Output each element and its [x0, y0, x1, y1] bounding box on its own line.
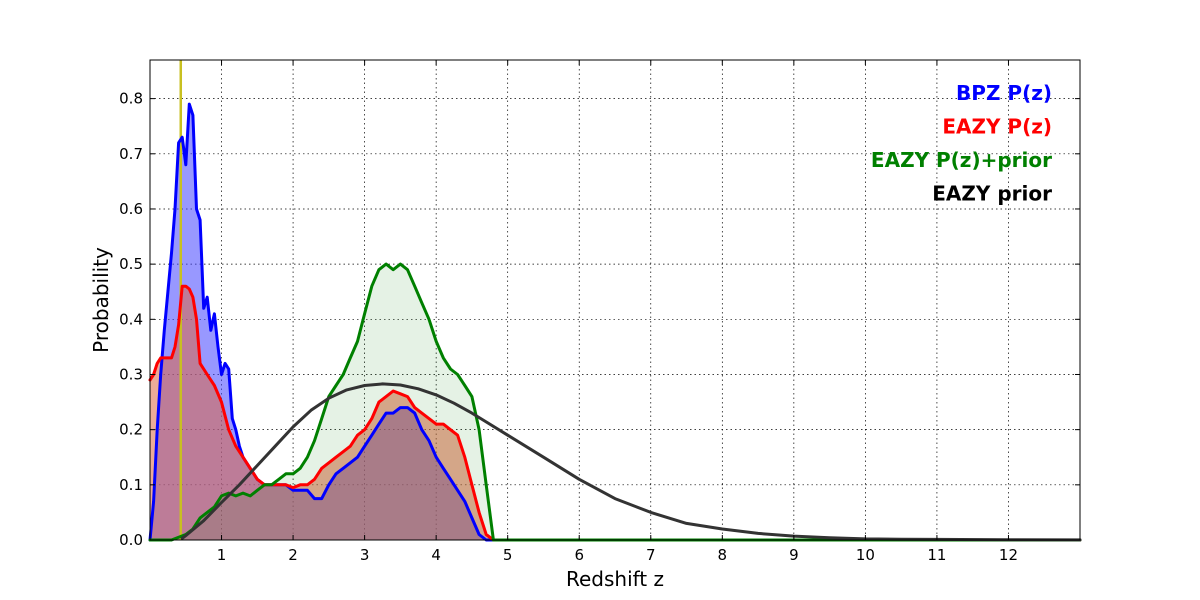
grid	[150, 60, 1080, 540]
y-tick-label: 0.6	[119, 200, 143, 218]
x-tick-label: 5	[503, 546, 513, 564]
y-tick-label: 0.0	[119, 531, 143, 549]
legend-entry: EAZY P(z)+prior	[871, 148, 1052, 172]
x-tick-label: 2	[288, 546, 298, 564]
x-axis-label: Redshift z	[566, 567, 664, 591]
series-fill-2	[150, 264, 1080, 540]
y-tick-label: 0.2	[119, 421, 143, 439]
y-tick-label: 0.4	[119, 310, 143, 328]
x-tick-label: 11	[927, 546, 946, 564]
legend-entry: BPZ P(z)	[956, 81, 1052, 105]
y-tick-label: 0.1	[119, 476, 143, 494]
y-tick-label: 0.7	[119, 145, 143, 163]
x-tick-label: 4	[431, 546, 441, 564]
plot-frame	[149, 59, 1081, 541]
x-tick-label: 10	[856, 546, 875, 564]
legend: BPZ P(z) EAZY P(z) EAZY P(z)+prior EAZY pri…	[871, 81, 1052, 206]
ticks: 1 2 3 4 5 6 7 8 9 10 11 120.00.10.20.30.40.50.60.70…	[119, 60, 1080, 564]
y-tick-label: 0.5	[119, 255, 143, 273]
y-tick-label: 0.3	[119, 365, 143, 383]
series-line-3	[180, 382, 1082, 542]
series-fills	[150, 104, 1080, 540]
x-tick-label: 3	[360, 546, 370, 564]
y-axis-label: Probability	[89, 247, 113, 353]
legend-entry: EAZY P(z)	[942, 115, 1052, 139]
series-line-2	[148, 262, 1082, 542]
x-tick-label: 1	[217, 546, 227, 564]
legend-entry: EAZY prior	[932, 182, 1052, 206]
series-fill-1	[150, 286, 1080, 540]
y-tick-label: 0.8	[119, 90, 143, 108]
series-line-1	[148, 284, 1082, 542]
series-lines	[148, 102, 1082, 542]
x-tick-label: 12	[999, 546, 1018, 564]
x-tick-label: 9	[789, 546, 799, 564]
x-tick-label: 6	[574, 546, 584, 564]
x-tick-label: 7	[646, 546, 656, 564]
x-tick-label: 8	[718, 546, 728, 564]
